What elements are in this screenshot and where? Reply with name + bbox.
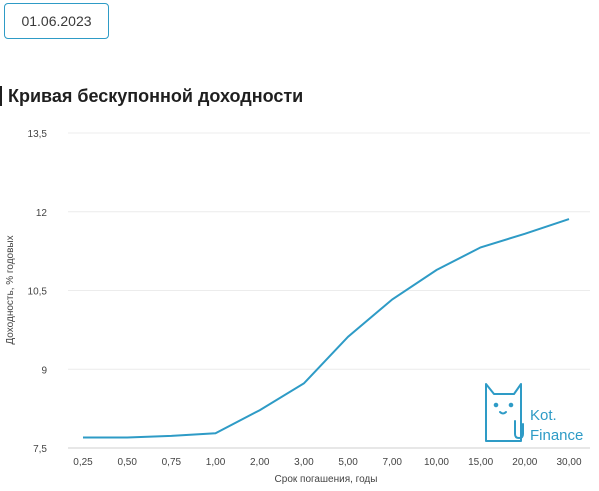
x-tick-label: 5,00 xyxy=(338,457,358,468)
grid-lines xyxy=(68,132,590,449)
x-tick-label: 7,00 xyxy=(383,457,403,468)
x-axis-label: Срок погашения, годы xyxy=(275,474,378,485)
x-tick-label: 20,00 xyxy=(512,457,537,468)
x-tick-label: 1,00 xyxy=(206,457,226,468)
y-tick-label: 13,5 xyxy=(28,129,48,140)
chart-title: Кривая бескупонной доходности xyxy=(0,86,303,106)
logo-sub: Finance xyxy=(530,427,583,444)
x-tick-label: 0,75 xyxy=(162,457,182,468)
x-tick-label: 2,00 xyxy=(250,457,270,468)
logo-name: Kot. xyxy=(530,407,557,424)
date-badge[interactable]: 01.06.2023 xyxy=(4,3,109,39)
x-tick-label: 0,50 xyxy=(117,457,137,468)
yield-line xyxy=(83,218,570,439)
y-axis-label: Доходность, % годовых xyxy=(5,235,16,344)
y-tick-labels: 7,5 9 10,5 12 13,5 xyxy=(28,129,48,455)
y-tick-label: 10,5 xyxy=(28,287,48,298)
x-tick-label: 10,00 xyxy=(424,457,449,468)
kot-finance-logo: Kot. Finance xyxy=(485,383,583,444)
x-tick-label: 3,00 xyxy=(294,457,314,468)
y-tick-label: 12 xyxy=(36,208,48,219)
x-tick-label: 15,00 xyxy=(468,457,493,468)
x-tick-label: 30,00 xyxy=(556,457,581,468)
x-tick-labels: 0,25 0,50 0,75 1,00 2,00 3,00 5,00 7,00 10,00 15,… xyxy=(73,457,582,468)
y-tick-label: 9 xyxy=(41,365,47,376)
cat-icon xyxy=(485,383,524,442)
y-tick-label: 7,5 xyxy=(33,444,47,455)
x-tick-label: 0,25 xyxy=(73,457,93,468)
